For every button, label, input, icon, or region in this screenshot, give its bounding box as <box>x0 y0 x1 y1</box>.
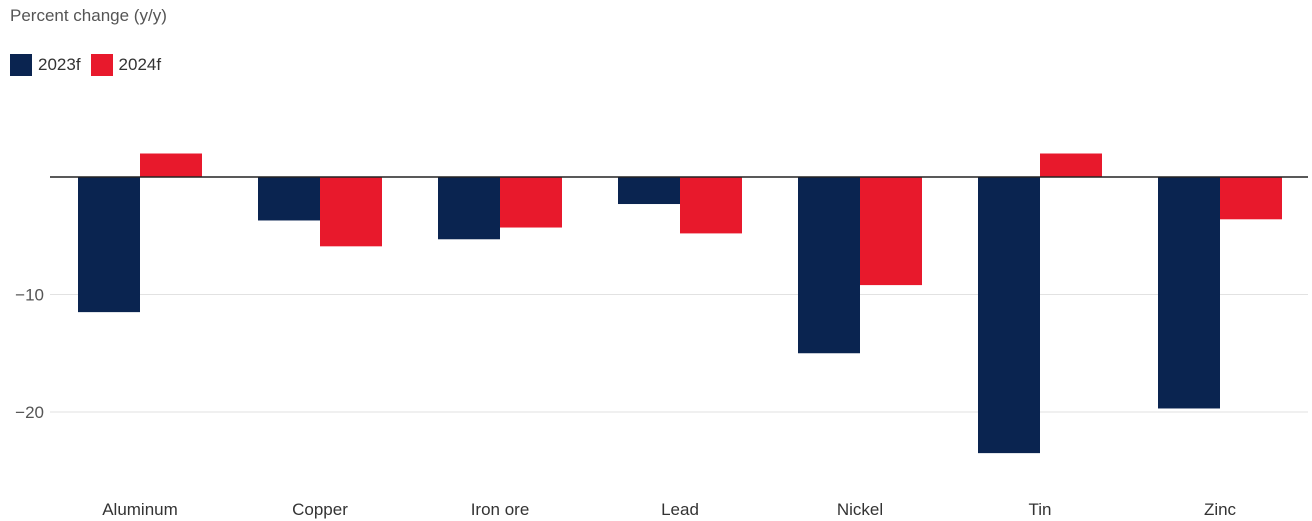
legend-swatch-2024f <box>90 54 113 76</box>
bar-2023f-nickel <box>798 177 860 354</box>
bar-2023f-iron-ore <box>438 177 500 240</box>
category-label: Iron ore <box>471 500 530 519</box>
bar-2023f-aluminum <box>78 177 140 313</box>
bar-2023f-lead <box>618 177 680 205</box>
bar-2023f-zinc <box>1158 177 1220 409</box>
category-label: Copper <box>292 500 348 519</box>
legend-item-2024f: 2024f <box>90 54 162 76</box>
category-label: Tin <box>1029 500 1052 519</box>
bar-2023f-tin <box>978 177 1040 454</box>
bar-2024f-lead <box>680 177 742 234</box>
category-label: Aluminum <box>102 500 178 519</box>
bar-2023f-copper <box>258 177 320 221</box>
bar-2024f-zinc <box>1220 177 1282 220</box>
y-tick-label: −10 <box>15 286 44 305</box>
y-axis-label: Percent change (y/y) <box>10 6 167 25</box>
legend-label-2024f: 2024f <box>118 55 162 74</box>
bar-2024f-nickel <box>860 177 922 286</box>
legend-swatch-2023f <box>10 54 32 76</box>
bar-2024f-copper <box>320 177 382 247</box>
category-label: Lead <box>661 500 699 519</box>
bar-2024f-aluminum <box>140 153 202 177</box>
legend-label-2023f: 2023f <box>38 55 81 74</box>
bar-2024f-iron-ore <box>500 177 562 228</box>
y-tick-label: −20 <box>15 403 44 422</box>
category-label: Nickel <box>837 500 883 519</box>
legend-item-2023f: 2023f <box>10 54 81 76</box>
bar-2024f-tin <box>1040 153 1102 177</box>
category-label: Zinc <box>1204 500 1237 519</box>
legend: 2023f 2024f <box>10 54 171 76</box>
